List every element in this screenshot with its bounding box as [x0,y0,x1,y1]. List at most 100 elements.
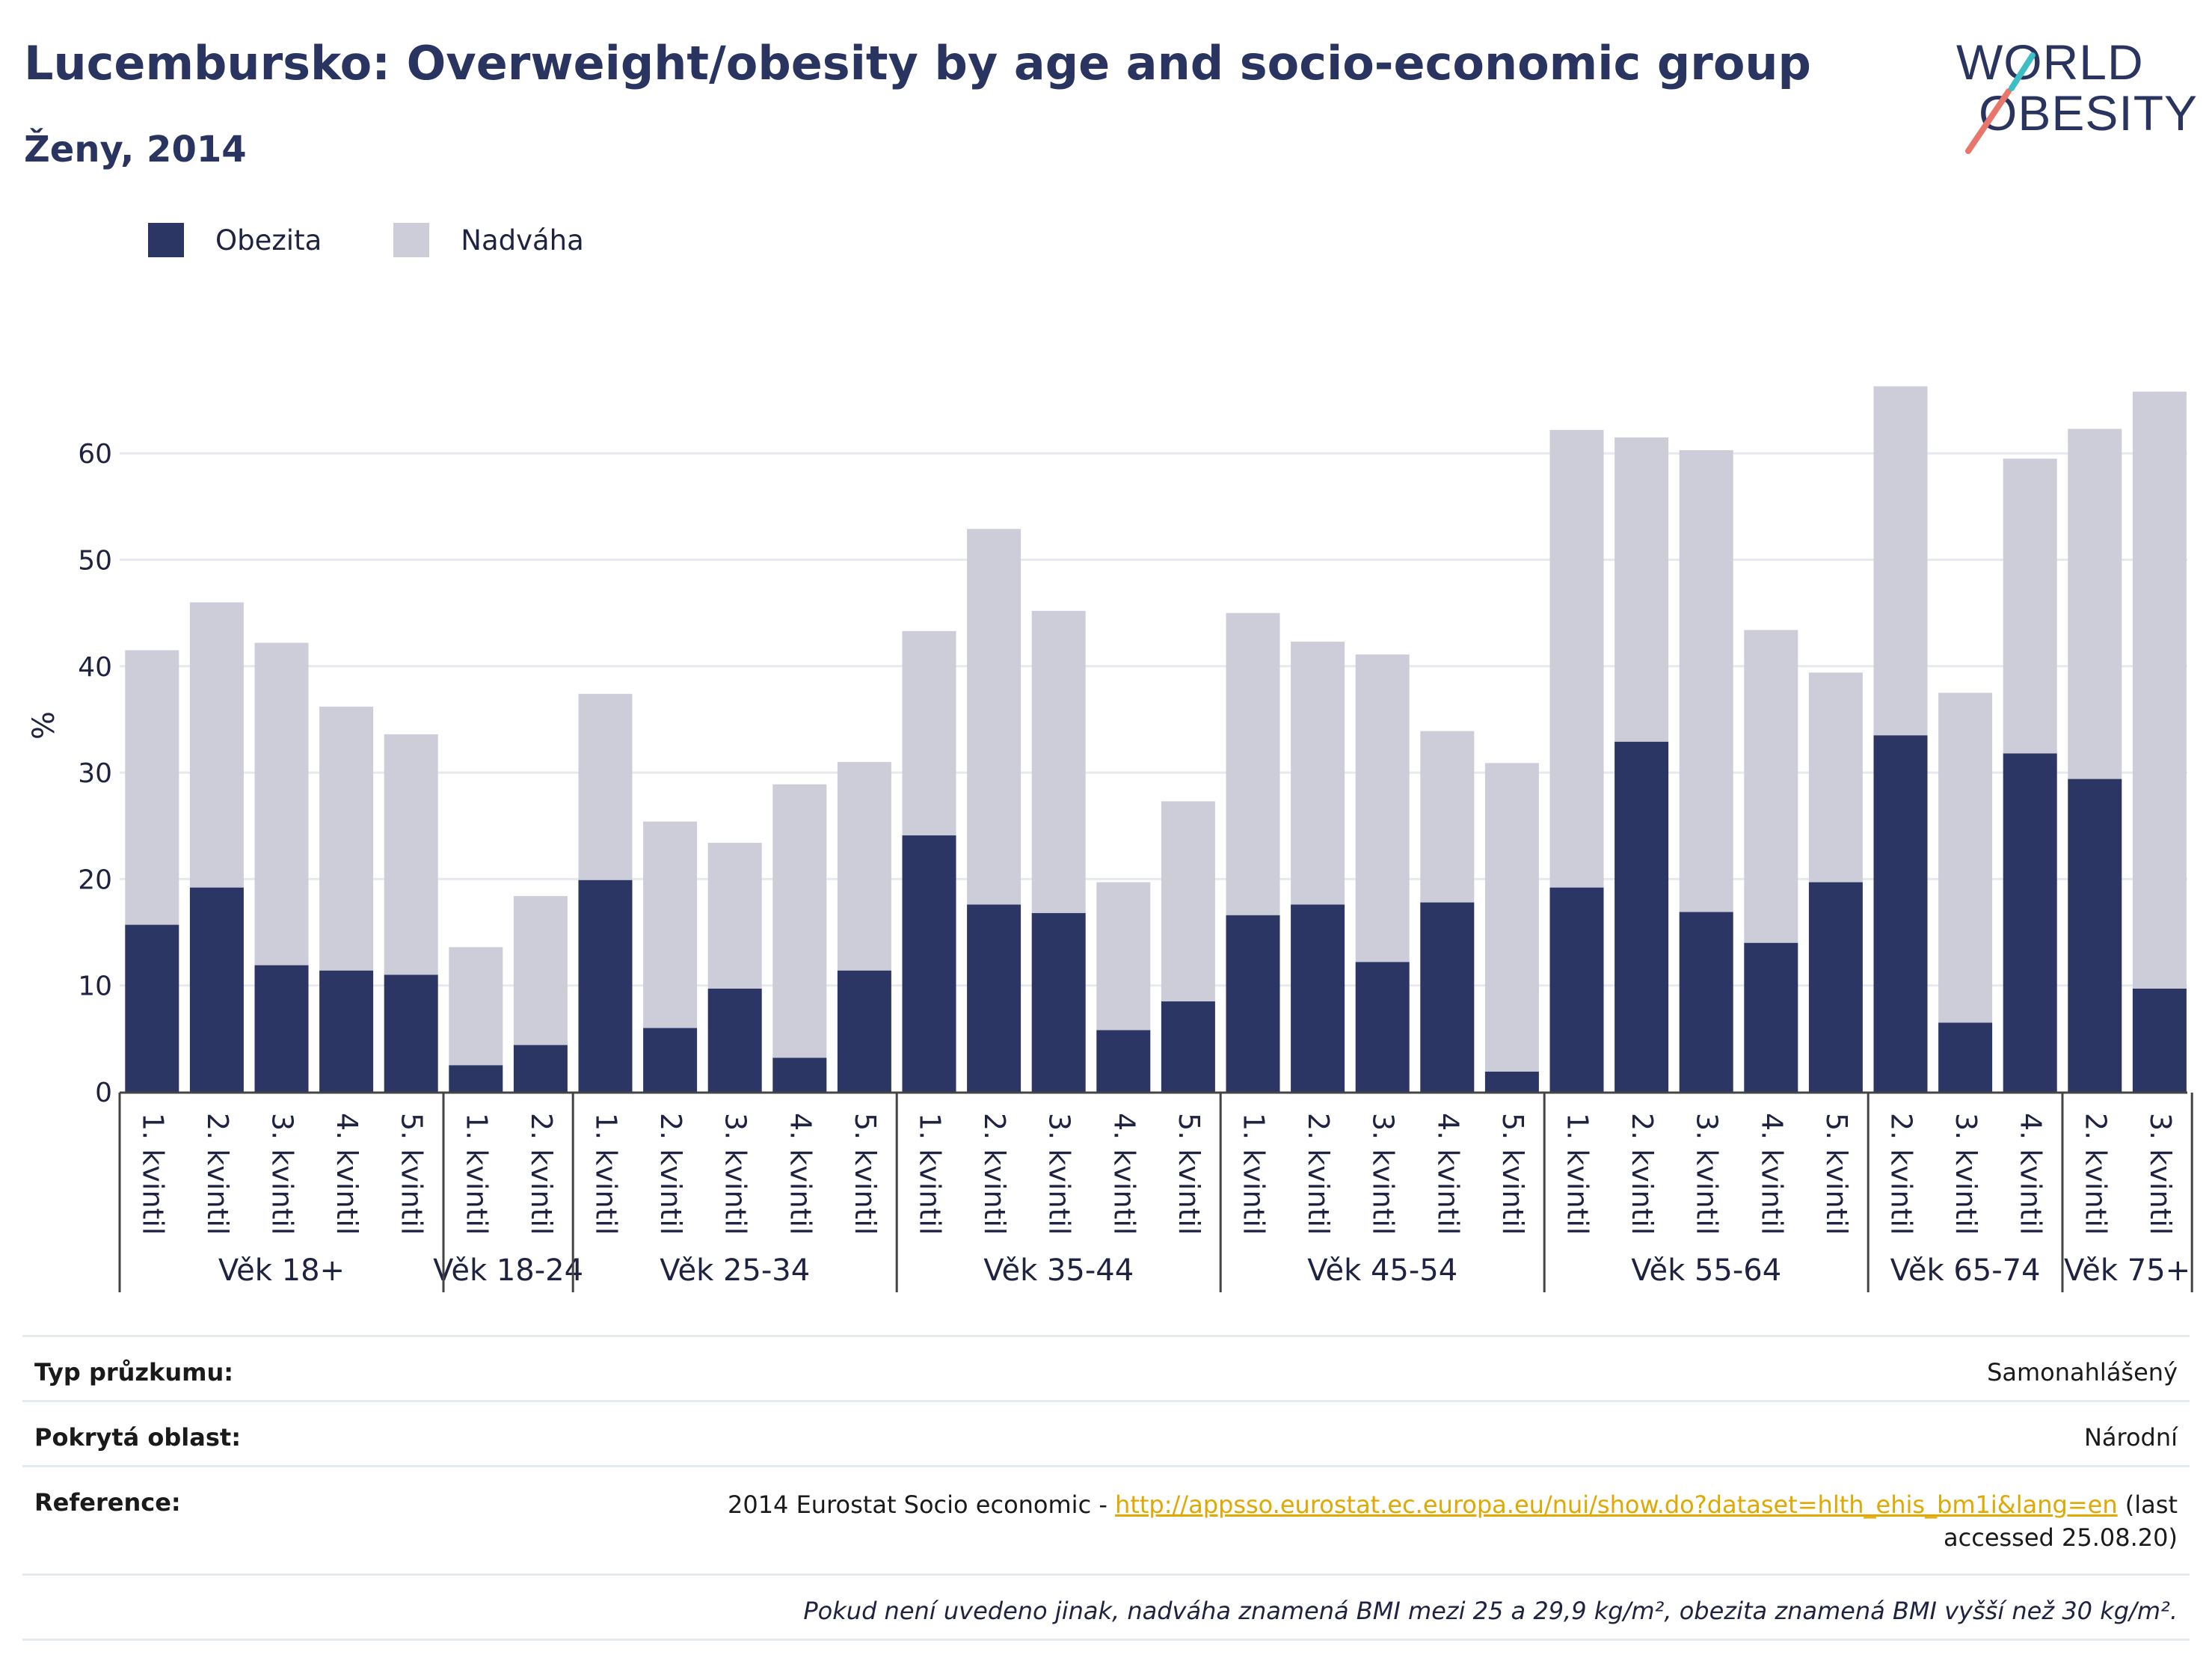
bar-overweight [1873,386,1928,736]
reference-value: 2014 Eurostat Socio economic - http://ap… [652,1488,2178,1554]
bar-obesity [1291,904,1345,1092]
page-subtitle: Ženy, 2014 [24,129,247,171]
world-obesity-logo: WORLD OBESITY [1956,34,2197,154]
bar-overweight [707,843,762,989]
x-tick-label: 3. kvintil [1691,1113,1724,1235]
x-tick-label: 2. kvintil [978,1113,1011,1235]
svg-text:WORLD: WORLD [1956,34,2144,90]
x-tick-label: 1. kvintil [1561,1113,1594,1235]
x-tick-label: 3. kvintil [266,1113,299,1235]
bar-obesity [1226,915,1280,1092]
bar-overweight [513,896,568,1045]
bar-obesity [643,1028,698,1092]
bar-overweight [1420,731,1475,903]
x-tick-label: 5. kvintil [849,1113,882,1235]
x-tick-label: 3. kvintil [1043,1113,1076,1235]
group-label: Věk 25-34 [660,1253,810,1288]
y-tick-label: 50 [78,546,112,577]
bar-overweight [384,734,438,975]
bar-obesity [449,1065,503,1092]
reference-link[interactable]: http://appsso.eurostat.ec.europa.eu/nui/… [1115,1490,2118,1519]
bar-overweight [1096,882,1151,1031]
reference-label: Reference: [34,1488,181,1517]
info-row-survey-type: Typ průzkumu: Samonahlášený [22,1335,2190,1400]
bar-overweight [2003,458,2057,754]
bar-overweight [837,761,891,971]
group-label: Věk 35-44 [983,1253,1134,1288]
bar-obesity [578,879,633,1092]
info-table: Typ průzkumu: Samonahlášený Pokrytá obla… [22,1335,2190,1641]
bar-obesity [254,965,309,1092]
info-row-note: Pokud není uvedeno jinak, nadváha znamen… [22,1573,2190,1641]
info-row-area: Pokrytá oblast: Národní [22,1400,2190,1465]
bar-overweight [449,947,503,1066]
bar-overweight [1808,672,1863,882]
y-tick-label: 40 [78,652,112,683]
y-axis-label: % [27,711,61,740]
x-tick-label: 2. kvintil [201,1113,234,1235]
y-tick-label: 20 [78,865,112,895]
group-label: Věk 55-64 [1631,1253,1781,1288]
x-tick-label: 4. kvintil [784,1113,817,1235]
x-tick-label: 2. kvintil [654,1113,687,1235]
bar-overweight [1744,630,1798,943]
bar-overweight [125,650,179,925]
bar-obesity [772,1057,827,1092]
bar-obesity [2003,753,2057,1092]
group-label: Věk 65-74 [1890,1253,2041,1288]
x-tick-label: 3. kvintil [1950,1113,1982,1235]
bar-obesity [1096,1030,1151,1092]
bar-obesity [1161,1001,1215,1092]
bar-obesity [1355,962,1410,1092]
bar-obesity [189,887,244,1092]
bar-overweight [1615,437,1669,742]
bar-overweight [1938,693,1993,1023]
group-label: Věk 45-54 [1307,1253,1457,1288]
bar-overweight [1031,610,1086,913]
info-row-reference: Reference: 2014 Eurostat Socio economic … [22,1465,2190,1573]
bar-obesity [319,970,374,1092]
legend-label-obezita: Obezita [215,224,322,257]
bar-overweight [1226,612,1280,915]
legend-item-obezita[interactable]: Obezita [148,223,322,257]
y-tick-label: 0 [95,1078,112,1108]
legend-swatch-nadvaha [393,223,430,257]
x-tick-label: 5. kvintil [1496,1113,1529,1235]
bar-overweight [1549,429,1604,888]
bar-obesity [513,1045,568,1092]
legend-item-nadvaha[interactable]: Nadváha [393,223,584,257]
x-tick-label: 1. kvintil [136,1113,169,1235]
x-tick-label: 4. kvintil [1107,1113,1140,1235]
x-tick-label: 2. kvintil [2079,1113,2112,1235]
bar-obesity [1679,912,1733,1092]
definition-note: Pokud není uvedeno jinak, nadváha znamen… [803,1597,2178,1625]
stacked-bar-chart: 0 10 20 30 40 50 60% 1. kvintil 2. kvintil 3. kvi… [27,386,2193,1292]
bar-obesity [1744,942,1798,1092]
bar-overweight [772,784,827,1058]
bar-obesity [1420,902,1475,1092]
area-label: Pokrytá oblast: [34,1423,241,1452]
bar-obesity [967,904,1021,1092]
bar-obesity [902,835,956,1092]
x-tick-label: 2. kvintil [1302,1113,1335,1235]
x-tick-label: 4. kvintil [1755,1113,1788,1235]
group-label: Věk 18-24 [433,1253,583,1288]
legend-swatch-obezita [148,223,184,257]
bar-obesity [384,974,438,1092]
x-tick-label: 1. kvintil [1238,1113,1271,1235]
x-tick-label: 4. kvintil [1431,1113,1464,1235]
y-tick-label: 10 [78,971,112,1002]
group-label: Věk 75+ [2064,1253,2190,1288]
bar-obesity [2068,779,2122,1092]
x-tick-label: 2. kvintil [525,1113,558,1235]
bar-overweight [1355,654,1410,962]
area-value: Národní [2083,1423,2178,1452]
reference-prefix: 2014 Eurostat Socio economic - [727,1490,1116,1519]
y-tick-label: 60 [78,439,112,470]
bar-overweight [189,602,244,888]
bar-obesity [2132,988,2187,1092]
bar-overweight [643,821,698,1028]
x-tick-label: 5. kvintil [1820,1113,1853,1235]
x-tick-label: 5. kvintil [396,1113,428,1235]
bar-obesity [1549,887,1604,1092]
